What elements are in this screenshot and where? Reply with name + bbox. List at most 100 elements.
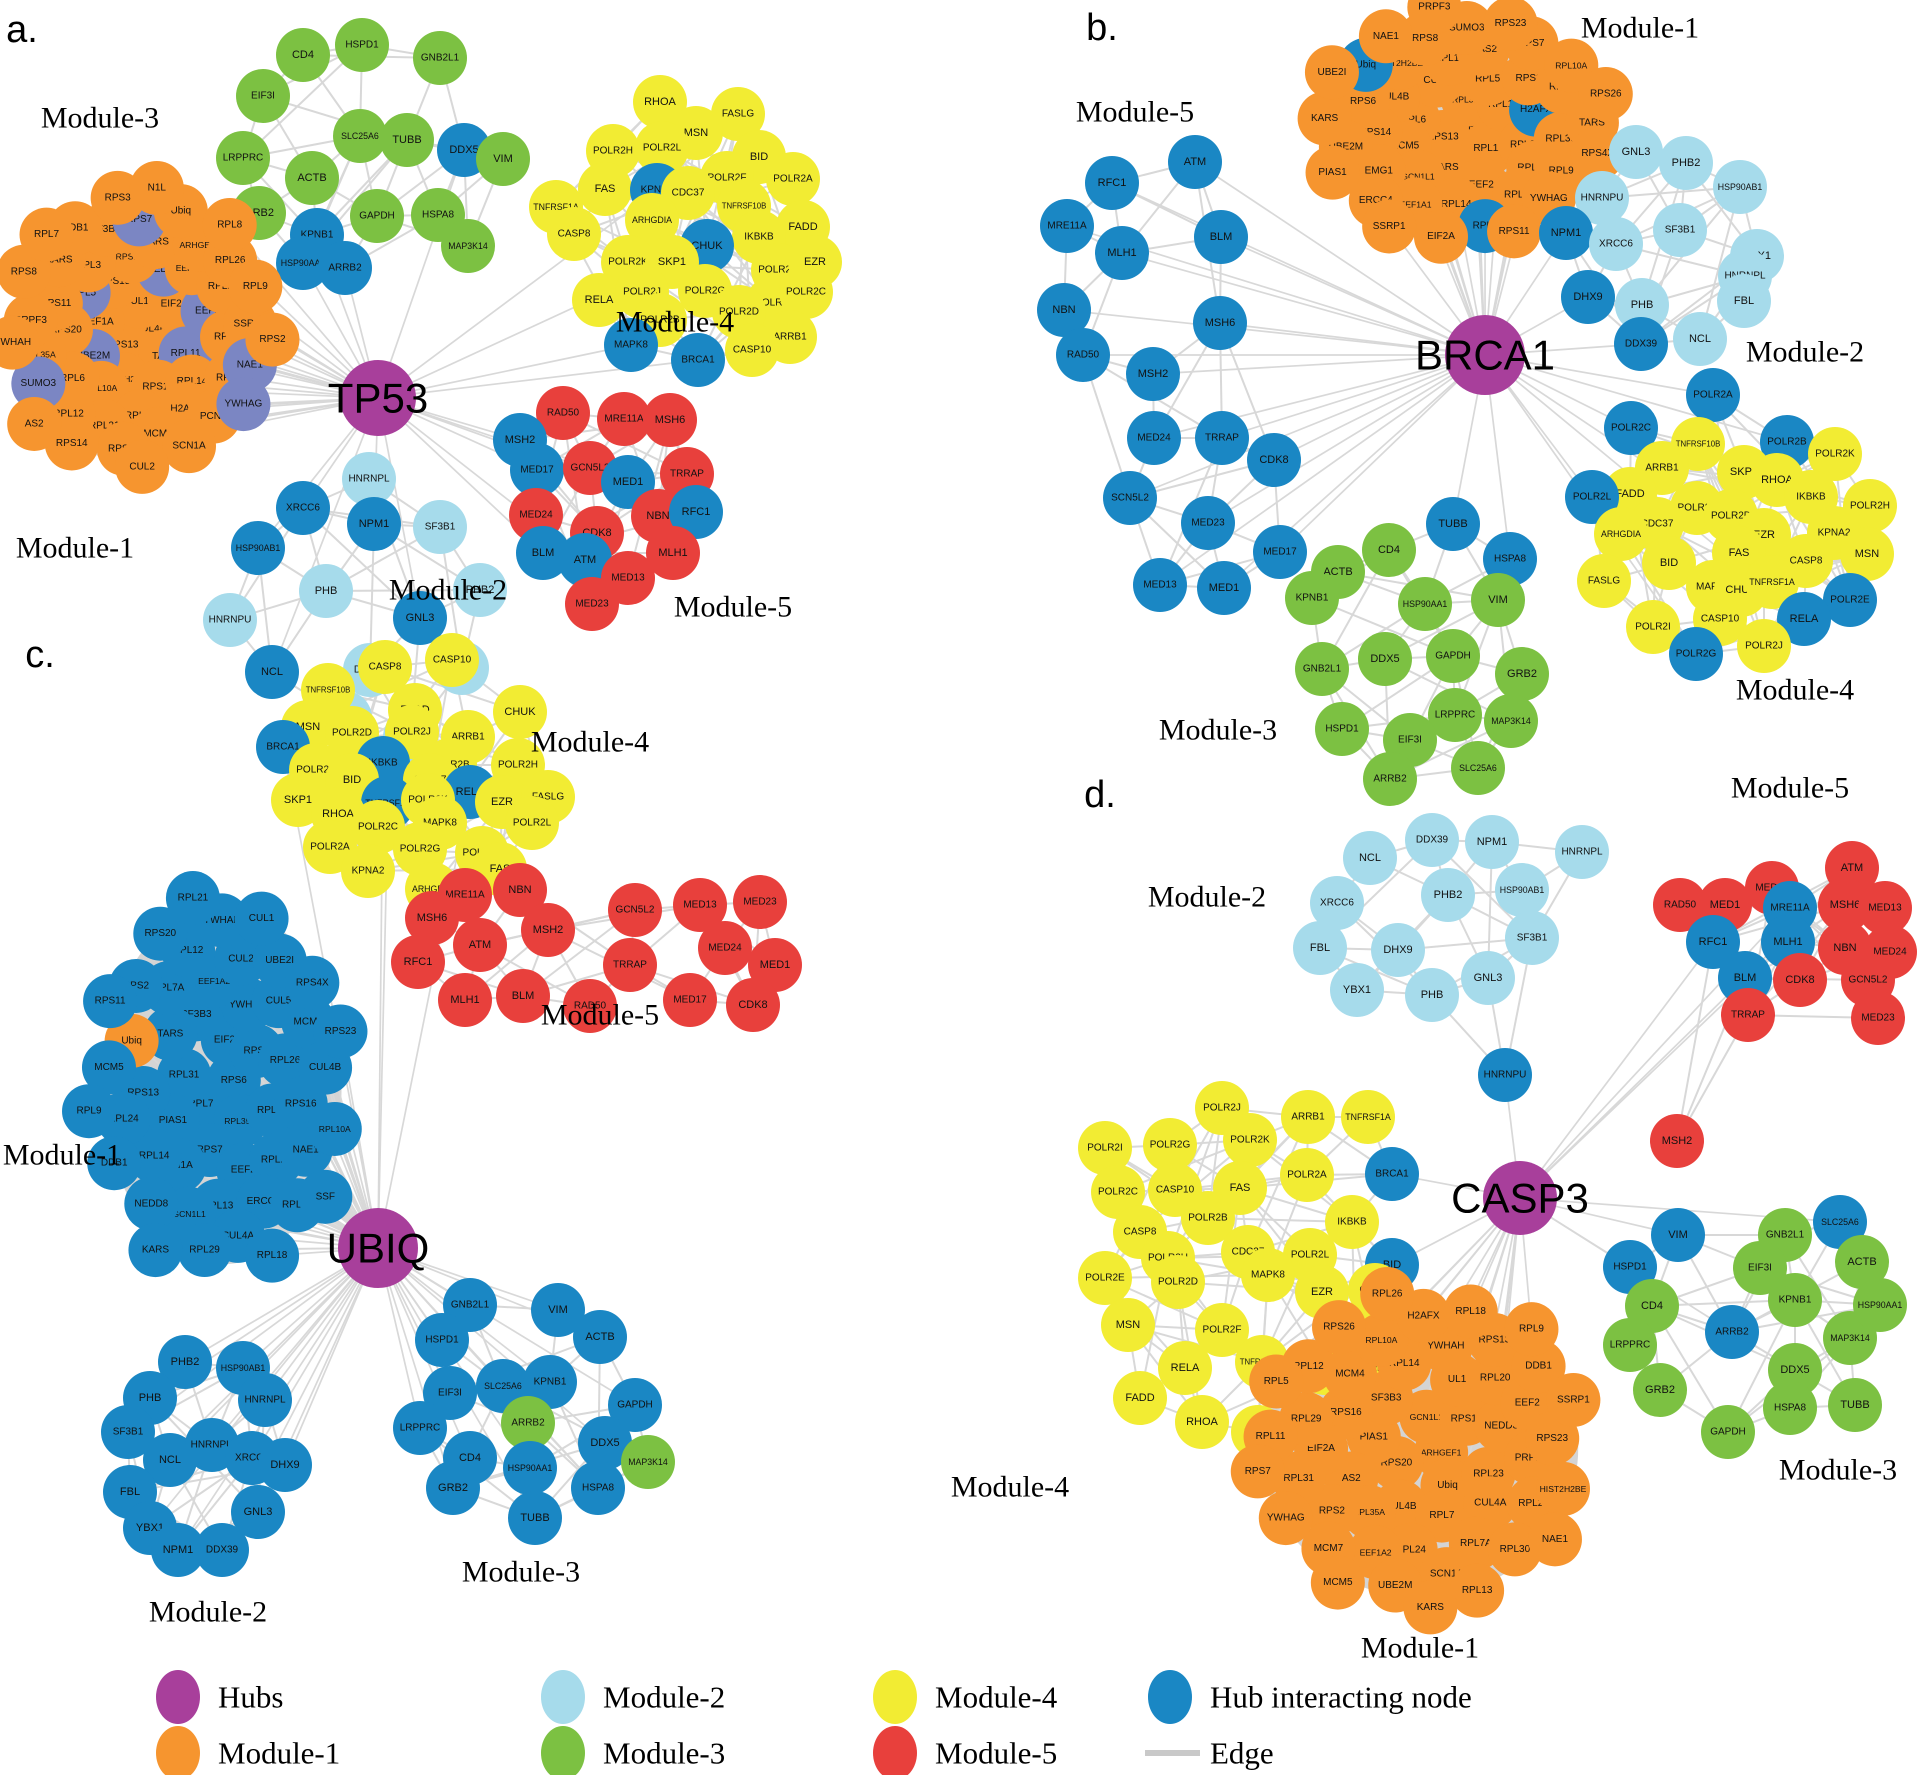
- caption-c-module-3: Module-3: [462, 1556, 580, 1589]
- gene-node-EIF3I: [1733, 1241, 1787, 1295]
- gene-node-SLC25A6: [1813, 1195, 1867, 1249]
- gene-node-DHX9: [258, 1438, 312, 1492]
- gene-node-KARS: [128, 1223, 183, 1278]
- gene-label: NEDD8: [1484, 1420, 1518, 1431]
- gene-label: RAD50: [547, 408, 580, 419]
- gene-label: POLR2I: [755, 298, 791, 309]
- gene-node-PHB2: [1659, 136, 1713, 190]
- gene-label: MCM5: [143, 428, 173, 439]
- gene-label: PIAS1: [1360, 1431, 1389, 1442]
- hub-label: TP53: [328, 375, 428, 422]
- gene-node-ATM: [1168, 135, 1222, 189]
- gene-label: ATM: [1841, 862, 1863, 874]
- gene-label: LRPPRC: [1435, 710, 1476, 721]
- gene-node-RPL10A: [1354, 1313, 1409, 1368]
- gene-label: RPL5: [1264, 1376, 1289, 1387]
- gene-label: MED23: [1191, 518, 1225, 529]
- gene-label: RPL35A: [1452, 95, 1484, 105]
- gene-label: RPS20: [1381, 1457, 1413, 1468]
- gene-label: NCL: [1359, 852, 1381, 864]
- gene-label: POLR2F: [1678, 503, 1717, 514]
- gene-label: GCN5L2: [1849, 975, 1888, 986]
- gene-label: CASP10: [433, 655, 472, 666]
- gene-node-XRCC6: [1589, 217, 1643, 271]
- gene-label: MSH6: [417, 912, 448, 924]
- gene-label: RPS7: [1245, 1466, 1272, 1477]
- gene-label: MAPK8: [614, 340, 648, 351]
- gene-label: RAD50: [1664, 900, 1697, 911]
- gene-label: EIF2A: [214, 1034, 242, 1045]
- gene-label: RPL7A: [153, 983, 185, 994]
- caption-c-module-4: Module-4: [531, 726, 649, 759]
- gene-node-TUBB: [1426, 497, 1480, 551]
- gene-node-FAS: [578, 162, 632, 216]
- gene-label: HSPA8: [582, 1483, 614, 1494]
- gene-node-RPL7: [19, 207, 74, 262]
- gene-label: RPL24: [1395, 1544, 1426, 1555]
- gene-label: KPNA2: [641, 185, 674, 196]
- gene-label: CASP8: [1790, 556, 1823, 567]
- gene-label: MSH6: [1205, 317, 1236, 329]
- caption-b-module-4: Module-4: [1736, 674, 1854, 707]
- gene-node-POLR2E: [1078, 1251, 1132, 1305]
- gene-label: POLR2D: [719, 307, 759, 318]
- gene-label: HNRNPL: [244, 1395, 286, 1406]
- gene-label: RFC1: [1699, 936, 1728, 948]
- gene-label: CUL5: [266, 996, 292, 1007]
- gene-label: FAS: [1729, 547, 1750, 559]
- gene-label: GNL3: [1474, 972, 1503, 984]
- gene-label: KPNB1: [301, 230, 334, 241]
- gene-node-KARS: [1403, 1580, 1458, 1635]
- gene-label: POLR2A: [773, 174, 813, 185]
- gene-label: ARRB1: [773, 332, 807, 343]
- gene-label: RPL30: [1500, 1544, 1531, 1555]
- gene-label: MCM5: [94, 1062, 124, 1073]
- gene-label: POLR2A: [1693, 390, 1733, 401]
- gene-label: CASP10: [1701, 614, 1740, 625]
- gene-label: SCN1A: [1430, 1569, 1464, 1580]
- gene-node-NPM1: [1465, 815, 1519, 869]
- gene-label: RPL30: [1545, 134, 1576, 145]
- gene-label: RPL20: [1480, 1373, 1511, 1384]
- gene-node-CASP10: [425, 633, 479, 687]
- gene-label: ARRB1: [451, 732, 485, 743]
- gene-label: EIF2A: [1307, 1443, 1335, 1454]
- gene-node-LRPPRC: [216, 131, 270, 185]
- gene-label: MRE11A: [445, 890, 485, 901]
- gene-node-GCN1L1: [1399, 1389, 1454, 1444]
- gene-label: EEF1A: [82, 316, 114, 327]
- gene-label: CDK8: [1259, 454, 1288, 466]
- gene-label: ERCC4: [1359, 195, 1393, 206]
- gene-node-POLR2I: [1626, 600, 1680, 654]
- gene-label: SSF: [316, 1191, 335, 1202]
- gene-node-MAP3K14: [621, 1435, 675, 1489]
- gene-label: POLR2F: [708, 173, 747, 184]
- caption-a-module-3: Module-3: [41, 102, 159, 135]
- gene-node-MAPK8: [1241, 1248, 1295, 1302]
- gene-label: MCM4: [294, 1016, 324, 1027]
- gene-label: KARS: [45, 255, 73, 266]
- gene-label: EEF1A1: [1400, 199, 1432, 209]
- gene-label: NBN: [646, 510, 669, 522]
- gene-node-NCL: [143, 1433, 197, 1487]
- gene-node-RPL29: [177, 1223, 232, 1278]
- gene-label: TNFRSF1A: [533, 202, 579, 212]
- gene-label: RPL29: [189, 1245, 220, 1256]
- gene-label: POLR2J: [1203, 1103, 1241, 1114]
- gene-node-RFC1: [1085, 156, 1139, 210]
- hub-node-TP53: [340, 360, 416, 436]
- gene-label: MED17: [673, 995, 707, 1006]
- gene-label: MCM4: [1335, 1368, 1365, 1379]
- gene-label: MED1: [760, 959, 791, 971]
- gene-node-MED17: [663, 973, 717, 1027]
- gene-label: NCL: [261, 666, 283, 678]
- gene-node-POLR2C: [351, 800, 405, 854]
- gene-label: Ubiq: [1437, 1480, 1458, 1491]
- gene-node-MED23: [733, 875, 787, 929]
- caption-d-module-5: Module-5: [1731, 772, 1849, 805]
- gene-node-POLR2D: [1151, 1255, 1205, 1309]
- gene-node-KPNB1: [1768, 1273, 1822, 1327]
- gene-label: EIF2A: [1427, 231, 1455, 242]
- gene-node-GRB2: [426, 1461, 480, 1515]
- gene-node-RAD50: [1653, 878, 1707, 932]
